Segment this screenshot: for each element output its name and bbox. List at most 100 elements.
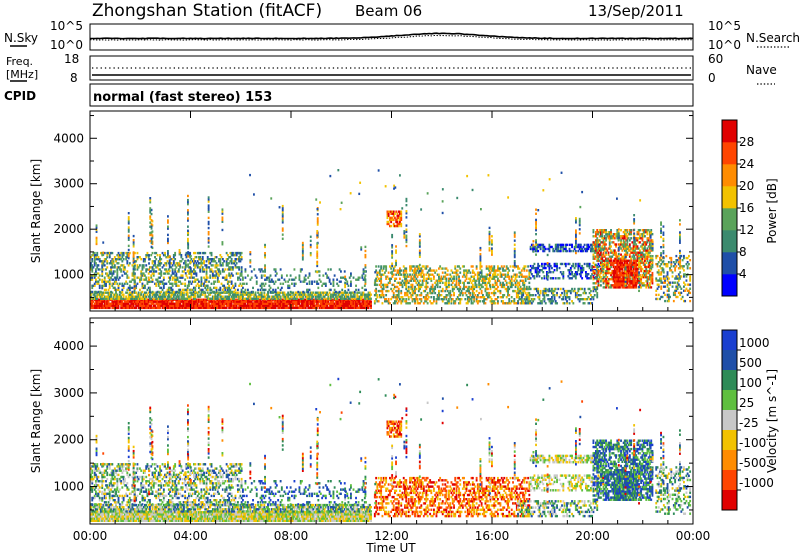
power-cell: [595, 233, 597, 236]
power-cell: [605, 237, 607, 240]
power-cell: [445, 277, 448, 280]
power-cell: [242, 282, 244, 285]
power-cell: [131, 297, 134, 300]
power-cell: [352, 304, 355, 307]
power-cell: [380, 275, 383, 278]
power-cell: [451, 277, 454, 280]
power-cell: [103, 284, 106, 287]
power-cell: [307, 293, 310, 296]
power-cell: [275, 304, 278, 307]
power-cell: [492, 302, 494, 305]
power-cell: [384, 283, 386, 287]
power-cell: [161, 306, 164, 310]
power-cell: [427, 269, 430, 272]
power-cell: [298, 295, 301, 298]
power-cell: [152, 304, 155, 307]
power-cell: [242, 297, 244, 300]
power-cell: [546, 271, 548, 274]
power-cell: [123, 268, 126, 271]
power-cell: [229, 266, 232, 269]
power-cell: [399, 212, 401, 215]
power-cell: [389, 265, 391, 268]
power-cell: [288, 286, 291, 290]
power-cell: [352, 295, 355, 298]
power-cell: [548, 243, 551, 247]
power-cell: [445, 298, 448, 301]
power-cell: [342, 302, 345, 305]
power-cell: [191, 304, 194, 307]
power-cell: [170, 295, 173, 298]
power-cell: [221, 288, 224, 292]
power-cell: [306, 290, 308, 294]
power-cell: [558, 243, 561, 247]
power-cell: [440, 277, 443, 280]
power-cell: [155, 297, 158, 300]
power-cell: [363, 276, 366, 279]
power-cell: [454, 302, 457, 305]
power-cell: [309, 304, 312, 307]
power-cell: [155, 278, 158, 281]
power-cell: [605, 239, 607, 242]
power-cell: [337, 295, 340, 298]
power-cell: [417, 302, 420, 305]
power-cell: [539, 291, 542, 295]
power-cell: [623, 241, 626, 244]
power-cell: [193, 306, 195, 310]
power-cell: [210, 302, 213, 305]
power-cell: [105, 272, 107, 275]
power-cell: [194, 260, 197, 263]
power-cell: [190, 282, 193, 285]
power-cell: [186, 276, 189, 279]
power-cell: [170, 300, 173, 303]
power-cell: [263, 288, 266, 292]
power-cell: [410, 294, 413, 297]
power-cell: [424, 267, 427, 270]
power-cell: [568, 271, 571, 274]
power-cell: [488, 281, 491, 285]
power-cell: [141, 272, 144, 275]
power-cell: [326, 291, 329, 294]
power-cell: [345, 295, 347, 298]
power-cell: [260, 282, 263, 285]
power-cell: [362, 302, 365, 305]
power-cell: [278, 302, 281, 305]
power-cell: [505, 275, 508, 278]
power-cell: [566, 302, 568, 305]
power-cell: [211, 290, 214, 294]
power-cell: [223, 304, 226, 307]
power-cell: [127, 293, 130, 296]
power-cell: [289, 274, 292, 277]
power-cell: [411, 287, 414, 291]
power-cell: [194, 293, 197, 296]
power-cell: [404, 275, 406, 278]
power-cell: [528, 300, 531, 303]
power-cell: [194, 297, 197, 300]
power-cell: [105, 300, 107, 303]
power-cell: [279, 297, 282, 300]
power-cell: [294, 306, 297, 310]
power-cell: [583, 287, 586, 291]
power-cell: [183, 270, 185, 273]
frequency-panel: Freq. [MHz] 18 8 60 0 Nave: [6, 52, 777, 85]
power-cell: [275, 297, 278, 300]
power-cell: [184, 282, 187, 285]
power-cell: [195, 262, 198, 265]
power-cell: [510, 285, 513, 289]
power-cell: [283, 291, 286, 294]
power-cell: [208, 300, 210, 303]
power-cell: [335, 297, 337, 300]
power-cell: [460, 298, 463, 301]
power-cell: [458, 287, 460, 291]
power-cell: [210, 300, 213, 303]
power-cell: [177, 306, 180, 310]
power-cell: [578, 294, 581, 297]
power-cell: [620, 229, 622, 232]
power-cell: [101, 262, 104, 265]
power-cell: [520, 287, 523, 291]
power-cell: [502, 296, 504, 299]
power-cell: [608, 239, 611, 242]
power-cell: [166, 295, 169, 298]
power-cell: [176, 270, 179, 273]
power-cell: [474, 285, 477, 289]
power-cell: [147, 295, 150, 298]
